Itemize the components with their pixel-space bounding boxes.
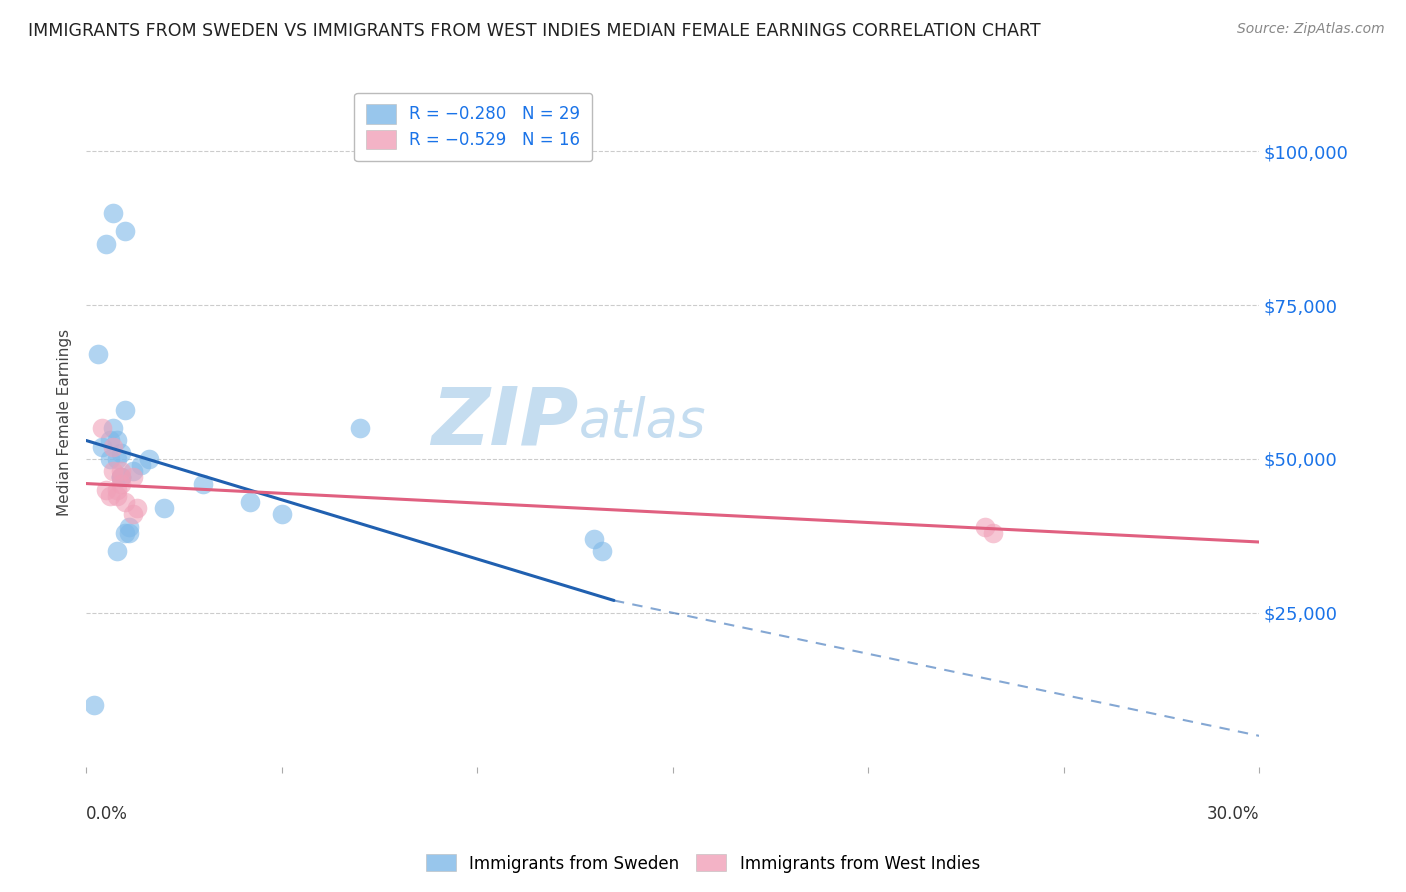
Point	[114, 525, 136, 540]
Point	[110, 446, 132, 460]
Y-axis label: Median Female Earnings: Median Female Earnings	[58, 328, 72, 516]
Text: IMMIGRANTS FROM SWEDEN VS IMMIGRANTS FROM WEST INDIES MEDIAN FEMALE EARNINGS COR: IMMIGRANTS FROM SWEDEN VS IMMIGRANTS FRO…	[28, 22, 1040, 40]
Point	[103, 464, 125, 478]
Point	[98, 489, 121, 503]
Legend: R = −0.280   N = 29, R = −0.529   N = 16: R = −0.280 N = 29, R = −0.529 N = 16	[354, 93, 592, 161]
Point	[110, 470, 132, 484]
Text: 0.0%: 0.0%	[86, 805, 128, 823]
Point	[98, 434, 121, 448]
Point	[138, 452, 160, 467]
Point	[90, 421, 112, 435]
Point	[981, 525, 1004, 540]
Point	[103, 440, 125, 454]
Text: ZIP: ZIP	[432, 383, 579, 461]
Text: Source: ZipAtlas.com: Source: ZipAtlas.com	[1237, 22, 1385, 37]
Text: 30.0%: 30.0%	[1206, 805, 1260, 823]
Point	[583, 532, 606, 546]
Point	[153, 501, 176, 516]
Point	[114, 224, 136, 238]
Point	[103, 421, 125, 435]
Point	[974, 519, 997, 533]
Point	[105, 489, 128, 503]
Point	[105, 434, 128, 448]
Point	[349, 421, 371, 435]
Point	[110, 476, 132, 491]
Point	[110, 464, 132, 478]
Point	[122, 508, 145, 522]
Point	[125, 501, 148, 516]
Point	[114, 495, 136, 509]
Point	[87, 347, 110, 361]
Point	[239, 495, 262, 509]
Point	[122, 464, 145, 478]
Point	[118, 519, 141, 533]
Point	[94, 236, 117, 251]
Point	[103, 206, 125, 220]
Point	[94, 483, 117, 497]
Point	[193, 476, 215, 491]
Legend: Immigrants from Sweden, Immigrants from West Indies: Immigrants from Sweden, Immigrants from …	[419, 847, 987, 880]
Point	[270, 508, 292, 522]
Point	[105, 544, 128, 558]
Point	[591, 544, 613, 558]
Point	[129, 458, 152, 472]
Point	[110, 470, 132, 484]
Point	[105, 452, 128, 467]
Point	[122, 470, 145, 484]
Point	[90, 440, 112, 454]
Point	[98, 452, 121, 467]
Point	[114, 402, 136, 417]
Point	[118, 525, 141, 540]
Point	[105, 483, 128, 497]
Point	[83, 698, 105, 712]
Point	[110, 470, 132, 484]
Text: atlas: atlas	[579, 396, 706, 448]
